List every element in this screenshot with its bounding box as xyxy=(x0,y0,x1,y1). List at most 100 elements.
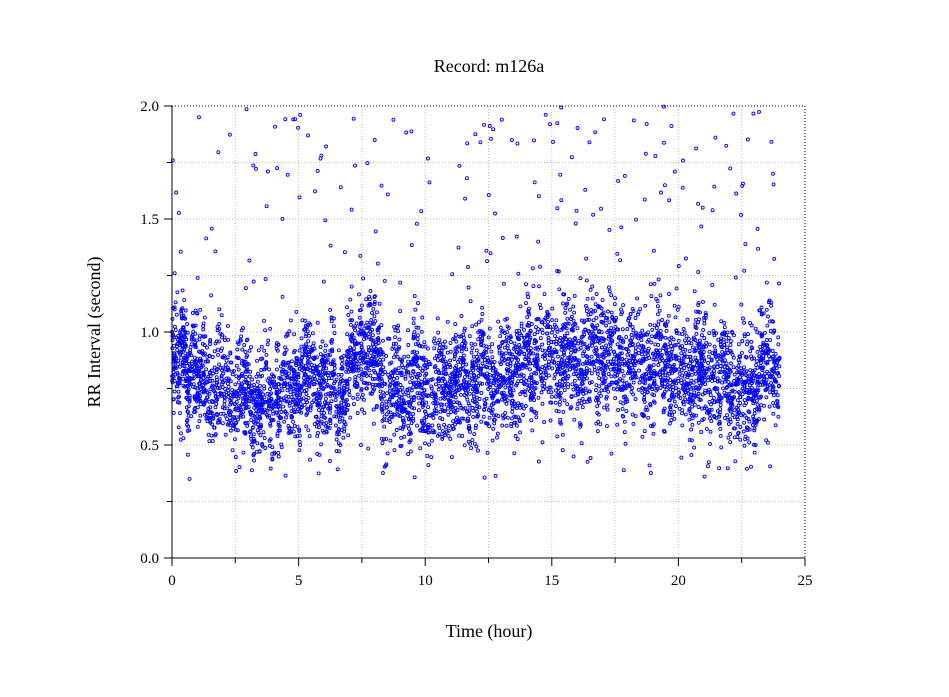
rr-data-point xyxy=(742,320,746,325)
rr-data-point xyxy=(658,293,663,298)
rr-data-point xyxy=(575,391,580,396)
rr-data-point xyxy=(419,209,424,214)
rr-data-point xyxy=(553,400,558,405)
rr-data-point xyxy=(647,463,652,468)
rr-data-point xyxy=(629,363,633,367)
rr-data-point xyxy=(487,124,492,128)
rr-data-point xyxy=(267,367,271,372)
rr-data-point xyxy=(609,451,614,456)
rr-data-point xyxy=(242,343,247,347)
rr-data-point xyxy=(672,409,677,414)
rr-data-point xyxy=(470,346,475,350)
rr-data-point xyxy=(548,418,553,423)
rr-data-point xyxy=(764,307,769,312)
rr-data-point xyxy=(624,409,629,414)
rr-data-point xyxy=(602,117,606,122)
rr-data-point xyxy=(437,383,442,388)
rr-data-point xyxy=(771,182,776,187)
rr-data-point xyxy=(243,350,248,354)
rr-data-point xyxy=(426,422,431,427)
rr-data-point xyxy=(656,322,661,327)
rr-data-point xyxy=(336,372,341,377)
rr-data-point xyxy=(718,403,723,408)
rr-data-point xyxy=(726,435,731,440)
rr-data-point xyxy=(433,404,438,409)
rr-data-point xyxy=(672,169,677,174)
rr-data-point xyxy=(648,322,653,327)
rr-data-point xyxy=(642,197,647,202)
rr-data-point xyxy=(425,346,430,351)
rr-data-point xyxy=(368,373,373,378)
rr-data-point xyxy=(393,352,398,357)
rr-data-point xyxy=(256,371,260,376)
rr-data-point xyxy=(443,339,447,344)
rr-data-point xyxy=(538,264,542,269)
rr-data-point xyxy=(537,284,541,289)
rr-data-point xyxy=(726,417,731,422)
rr-data-point xyxy=(411,385,416,390)
rr-data-point xyxy=(205,345,209,350)
rr-data-point xyxy=(633,316,638,320)
rr-data-point xyxy=(227,132,232,137)
rr-data-point xyxy=(573,221,578,226)
rr-data-point xyxy=(245,392,250,397)
rr-data-point xyxy=(362,326,367,331)
rr-data-point xyxy=(640,434,645,439)
rr-data-point xyxy=(594,315,599,320)
rr-data-point xyxy=(432,336,437,341)
rr-data-point xyxy=(603,376,608,381)
rr-data-point xyxy=(210,378,215,383)
rr-data-point xyxy=(529,406,534,411)
rr-data-point xyxy=(693,355,698,360)
rr-data-point xyxy=(297,448,302,453)
rr-data-point xyxy=(581,353,586,358)
rr-data-point xyxy=(283,117,288,122)
rr-data-point xyxy=(559,347,564,352)
rr-data-point xyxy=(277,428,282,433)
rr-data-point xyxy=(578,276,583,281)
rr-data-point xyxy=(258,374,263,379)
rr-data-point xyxy=(589,371,594,376)
rr-data-point xyxy=(669,124,674,129)
rr-data-point xyxy=(385,192,390,197)
rr-data-point xyxy=(643,151,648,156)
rr-data-point xyxy=(282,419,287,424)
rr-data-point xyxy=(410,375,415,380)
rr-data-point xyxy=(366,446,371,451)
rr-data-point xyxy=(543,348,547,353)
rr-data-point xyxy=(542,292,547,297)
rr-data-point xyxy=(348,322,353,327)
rr-data-point xyxy=(637,368,642,373)
rr-data-point xyxy=(512,341,517,346)
rr-data-point xyxy=(749,464,753,469)
rr-data-point xyxy=(492,413,497,418)
rr-data-point xyxy=(638,307,643,312)
rr-data-point xyxy=(201,321,206,326)
rr-data-point xyxy=(596,400,601,405)
rr-data-point xyxy=(461,406,466,411)
rr-data-point xyxy=(615,251,620,256)
rr-data-point xyxy=(585,296,590,301)
rr-data-point xyxy=(600,298,605,303)
rr-data-point xyxy=(742,268,747,273)
rr-data-point xyxy=(432,356,437,361)
rr-data-point xyxy=(710,282,715,287)
rr-data-point xyxy=(183,308,188,313)
rr-data-point xyxy=(486,193,491,197)
rr-data-point xyxy=(297,348,302,353)
rr-data-point xyxy=(406,343,411,347)
rr-data-point xyxy=(357,315,362,320)
rr-data-point xyxy=(335,467,340,472)
rr-data-point xyxy=(565,321,570,326)
rr-data-point xyxy=(659,190,663,195)
rr-data-point xyxy=(706,378,710,383)
rr-data-point xyxy=(173,327,178,332)
rr-data-point xyxy=(730,330,735,335)
rr-data-point xyxy=(648,282,653,287)
rr-data-point xyxy=(599,393,603,398)
rr-data-point xyxy=(621,303,626,308)
rr-data-point xyxy=(273,124,277,129)
rr-data-point xyxy=(410,405,415,410)
rr-data-point xyxy=(466,380,471,385)
rr-data-point xyxy=(706,361,711,365)
